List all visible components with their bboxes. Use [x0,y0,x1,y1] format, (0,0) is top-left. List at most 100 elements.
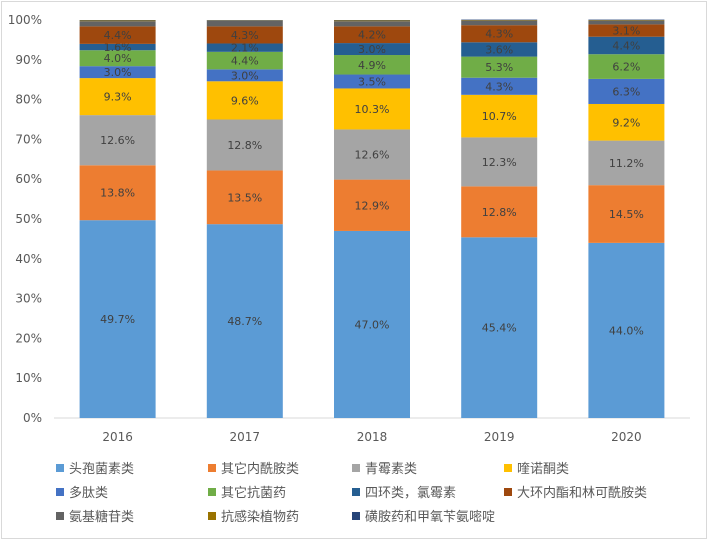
y-tick-label: 80% [15,93,42,107]
bar-segment [79,220,156,418]
data-label: 4.0% [104,52,132,65]
legend-swatch [352,487,360,496]
legend-label: 大环内酯和林可酰胺类 [517,486,648,501]
bar-segment [334,74,410,89]
bar-segment [588,54,665,79]
data-label: 14.5% [609,208,644,221]
y-tick-label: 70% [15,132,42,146]
bar-segment [334,88,410,130]
data-label: 1.6% [104,41,132,54]
bar-segment [588,103,665,141]
bar-segment [334,55,410,75]
bar-segment [206,170,283,225]
legend-swatch [352,511,360,520]
legend-label: 抗感染植物药 [221,510,300,525]
y-tick-label: 90% [15,53,42,67]
data-label: 3.0% [358,43,386,56]
bar-segment [79,78,156,116]
legend-item: 喹诺酮类 [504,458,569,477]
bar-segment [588,36,665,55]
legend-item: 其它内酰胺类 [208,458,299,477]
data-label: 49.7% [100,313,135,326]
bar-segment [588,242,665,418]
data-label: 2.1% [231,42,259,55]
data-label: 10.3% [355,103,390,116]
legend-label: 其它内酰胺类 [221,462,300,477]
data-label: 45.4% [482,322,517,335]
legend-label: 氨基糖苷类 [69,510,135,525]
bar-segment [588,140,665,186]
data-label: 13.8% [100,187,135,200]
data-label: 3.1% [612,25,640,38]
data-label: 4.2% [358,29,386,42]
legend-label: 头孢菌素类 [69,462,135,477]
bar-segment [79,43,156,51]
x-tick-label: 2020 [611,430,642,444]
legend-swatch [208,511,216,520]
data-label: 4.9% [358,59,386,72]
legend-swatch [504,487,512,496]
x-tick-label: 2019 [484,430,515,444]
bar-segment [461,56,538,78]
bar-segment [461,137,538,187]
bar-segment [206,119,283,171]
y-tick-label: 100% [8,13,42,27]
legend-swatch [208,463,216,472]
data-label: 4.4% [612,39,640,52]
data-label: 48.7% [227,315,262,328]
legend-swatch [504,463,512,472]
data-label: 3.0% [231,69,259,82]
legend-item: 多肽类 [56,482,108,501]
bar-segment [206,20,283,27]
data-label: 12.8% [482,206,517,219]
data-label: 9.2% [612,116,640,129]
data-label: 11.2% [609,157,644,170]
bar-segment [461,42,538,57]
bar-segment [461,77,538,95]
data-label: 44.0% [609,324,644,337]
data-label: 3.5% [358,75,386,88]
data-label: 3.6% [485,43,513,56]
bar-segment [334,129,410,180]
legend-item: 青霉素类 [352,458,417,477]
bar-segment [334,179,410,231]
legend-label: 青霉素类 [365,462,418,477]
legend-swatch [56,463,64,472]
data-label: 9.6% [231,94,259,107]
bar-segment [79,20,156,22]
y-tick-label: 40% [15,252,42,266]
bar-segment [588,185,665,243]
y-tick-label: 10% [15,371,42,385]
bar-segment [334,26,410,44]
bar-segment [206,69,283,82]
legend-item: 大环内酯和林可酰胺类 [504,482,647,501]
bar-segment [79,50,156,67]
legend-item: 氨基糖苷类 [56,506,134,525]
bar-segment [79,66,156,79]
data-label: 9.3% [104,91,132,104]
bar-segment [588,20,665,25]
bar-segment [206,26,283,44]
bar-segment [206,43,283,52]
legend-item: 其它抗菌药 [208,482,286,501]
bar-segment [334,43,410,56]
bar-segment [461,237,538,418]
y-tick-label: 60% [15,172,42,186]
bar-segment [206,81,283,120]
bar-segment [461,20,538,26]
legend-swatch [56,487,64,496]
legend-item: 四环类，氯霉素 [352,482,456,501]
legend-swatch [352,463,360,472]
data-label: 4.3% [485,80,513,93]
data-label: 5.3% [485,61,513,74]
legend-label: 喹诺酮类 [517,462,570,477]
legend-swatch [208,487,216,496]
bar-segment [461,94,538,138]
bar-segment [79,26,156,44]
bar-segment [206,51,283,70]
data-label: 4.3% [231,29,259,42]
bar-segment [461,186,538,238]
data-label: 12.9% [355,199,390,212]
data-label: 12.8% [227,139,262,152]
